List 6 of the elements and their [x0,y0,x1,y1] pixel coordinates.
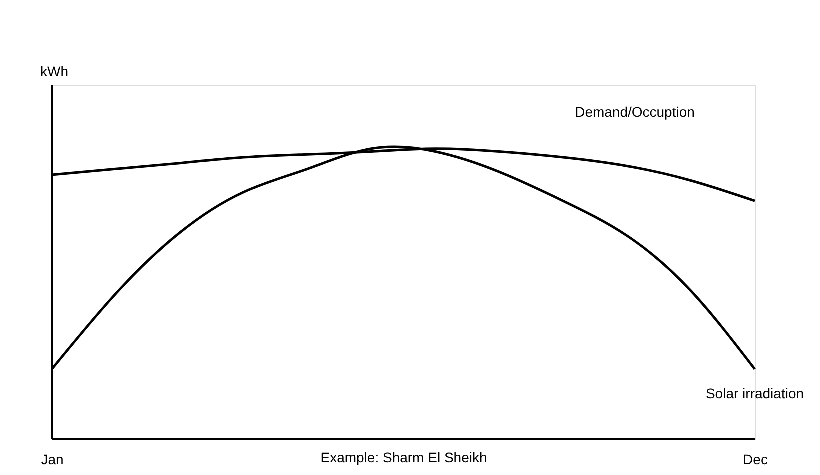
x-tick-label: Dec [743,452,768,468]
y-axis-title: kWh [40,64,68,80]
x-tick-label: Jan [41,452,64,468]
series-label: Solar irradiation [706,385,804,402]
text: Demand/Occuption [575,104,695,120]
x-axis-title: Example: Sharm El Sheikh [320,450,488,466]
